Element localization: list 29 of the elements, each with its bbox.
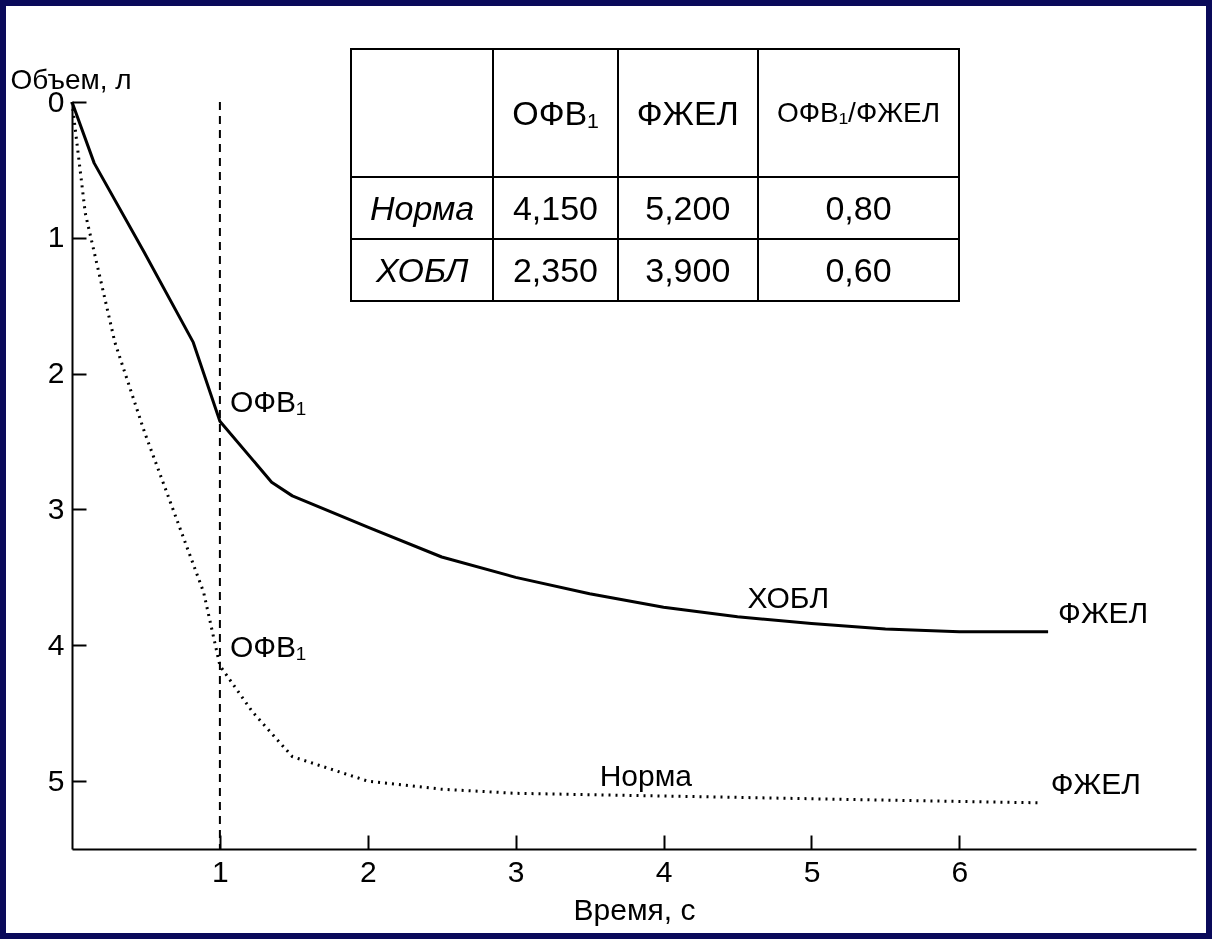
annotation: ФЖЕЛ [1058,595,1149,629]
x-tick-label: 5 [803,854,821,888]
y-tick-label: 2 [47,356,65,390]
annotation: ФЖЕЛ [617,49,758,177]
annotation: Норма [599,758,693,792]
x-tick-label: 1 [212,854,229,888]
annotation: 0,80 [757,177,960,239]
x-axis-title: Время, с [573,892,696,926]
annotation: ОФВ₁ [229,385,307,419]
x-tick-label: 2 [359,854,377,888]
annotation: ФЖЕЛ [1050,766,1141,800]
x-tick-label: 6 [951,854,969,888]
annotation: 3,900 [617,239,758,301]
x-tick-label: 3 [507,854,525,888]
annotation: 0,60 [757,239,960,301]
annotation: Норма [351,177,494,239]
annotation: ОФВ₁/ФЖЕЛ [757,49,960,177]
annotation: 2,350 [493,239,618,301]
annotation: 4,150 [493,177,618,239]
x-tick-label: 4 [655,854,673,888]
y-tick-label: 5 [47,763,65,797]
y-tick-label: 4 [47,627,65,661]
annotation: ХОБЛ [351,239,494,301]
annotation: 5,200 [617,177,758,239]
y-tick-label: 3 [47,491,65,525]
annotation: ХОБЛ [747,580,830,614]
y-tick-label: 1 [47,220,65,254]
annotation: ОФВ₁ [229,629,307,663]
annotation: ОФВ₁ [493,49,618,177]
